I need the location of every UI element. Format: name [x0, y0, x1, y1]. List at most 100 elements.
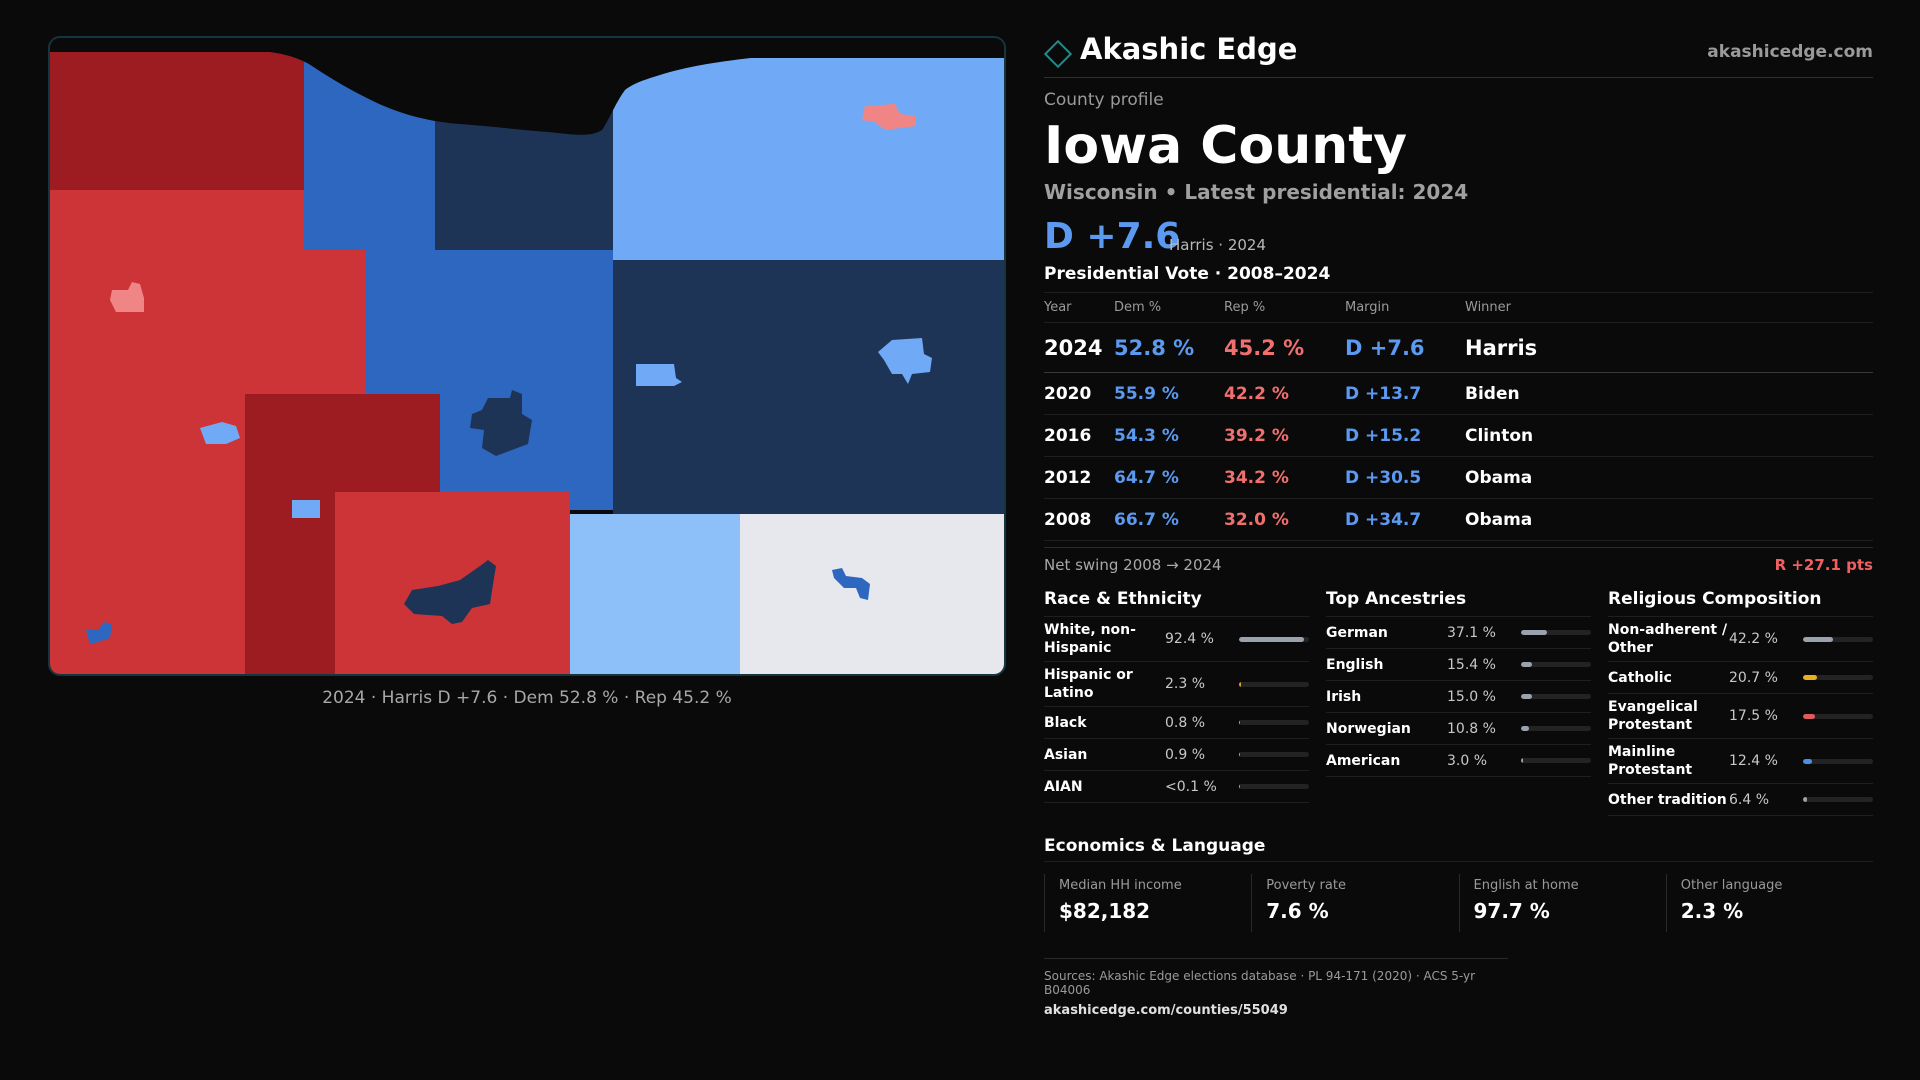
town-sw[interactable] — [86, 622, 112, 644]
town-s-dark[interactable] — [292, 500, 320, 518]
religion-share-fill — [1803, 675, 1818, 680]
race-share-fill — [1239, 720, 1241, 725]
precinct-e-navy-left[interactable] — [613, 260, 740, 514]
county-url-link[interactable]: akashicedge.com/counties/55049 — [1044, 1003, 1288, 1018]
econ-title: Economics & Language — [1044, 832, 1873, 862]
town-dodgeville[interactable] — [470, 390, 532, 456]
econ-grid: Median HH income $82,182 Poverty rate 7.… — [1044, 874, 1873, 932]
race-label: AIAN — [1044, 778, 1083, 795]
econ-cell-income: Median HH income $82,182 — [1044, 874, 1251, 932]
precinct-n-navy[interactable] — [435, 98, 613, 253]
row-dem: 64.7 % — [1114, 456, 1224, 499]
precinct-s-dark[interactable] — [245, 394, 440, 674]
table-row: 2024 52.8 % 45.2 % D +7.6 Harris — [1044, 322, 1873, 373]
map-caption: 2024 · Harris D +7.6 · Dem 52.8 % · Rep … — [322, 688, 732, 708]
town-w-mid[interactable] — [200, 422, 240, 444]
ancestry-share-fill — [1521, 662, 1532, 667]
race-row: Black 0.8 % — [1044, 707, 1309, 739]
col-rep: Rep % — [1224, 292, 1345, 323]
race-label: Asian — [1044, 746, 1088, 763]
race-label: Black — [1044, 714, 1087, 731]
row-rep: 42.2 % — [1224, 372, 1345, 415]
ancestry-share-fill — [1521, 630, 1547, 635]
precinct-e-navy-right[interactable] — [740, 260, 1004, 514]
ancestry-share-fill — [1521, 758, 1524, 763]
religion-row: Mainline Protestant 12.4 % — [1608, 739, 1873, 784]
race-share-fill — [1239, 636, 1304, 642]
col-year: Year — [1044, 292, 1114, 323]
demographics-grid: Race & Ethnicity White, non-Hispanic 92.4… — [1044, 585, 1873, 816]
brand-name[interactable]: Akashic Edge — [1080, 32, 1298, 66]
ancestry-row: American 3.0 % — [1326, 745, 1591, 777]
row-margin: D +13.7 — [1345, 372, 1465, 415]
race-value: 0.9 % — [1165, 746, 1206, 763]
vote-table-header: Year Dem % Rep % Margin Winner — [1044, 292, 1873, 323]
race-row: Asian 0.9 % — [1044, 739, 1309, 771]
precinct-se-pale[interactable] — [570, 514, 740, 674]
ancestry-value: 10.8 % — [1447, 720, 1496, 737]
religion-row: Catholic 20.7 % — [1608, 662, 1873, 694]
race-row: AIAN <0.1 % — [1044, 771, 1309, 803]
margin-note: Harris · 2024 — [1169, 236, 1267, 254]
econ-value: $82,182 — [1059, 899, 1151, 923]
town-ne[interactable] — [862, 104, 916, 130]
ancestry-title: Top Ancestries — [1326, 585, 1591, 617]
ancestry-share-bar — [1521, 662, 1591, 667]
ancestry-section: Top Ancestries German 37.1 % English 15.4 %… — [1326, 585, 1591, 816]
religion-share-fill — [1803, 758, 1812, 764]
religion-row: Evangelical Protestant 17.5 % — [1608, 694, 1873, 739]
row-winner: Obama — [1465, 498, 1873, 541]
town-s-center[interactable] — [404, 560, 496, 624]
row-dem: 52.8 % — [1114, 322, 1224, 373]
precinct-sw[interactable] — [50, 468, 245, 674]
religion-share-bar — [1803, 636, 1873, 642]
diamond-logo-icon — [1043, 39, 1073, 69]
religion-label: Mainline Protestant — [1608, 744, 1693, 778]
race-value: 2.3 % — [1165, 676, 1206, 692]
religion-row: Other tradition 6.4 % — [1608, 784, 1873, 816]
religion-value: 20.7 % — [1729, 669, 1778, 686]
col-winner: Winner — [1465, 292, 1873, 323]
row-margin: D +7.6 — [1345, 322, 1465, 373]
col-margin: Margin — [1345, 292, 1465, 323]
row-winner: Harris — [1465, 322, 1873, 373]
row-year: 2024 — [1044, 322, 1114, 373]
precinct-nw[interactable] — [50, 38, 304, 190]
econ-cell-other-language: Other language 2.3 % — [1665, 874, 1873, 932]
swing-value: R +27.1 pts — [1774, 556, 1873, 574]
race-rows: White, non-Hispanic 92.4 % Hispanic or Lat… — [1044, 617, 1309, 803]
brand-url-link[interactable]: akashicedge.com — [1707, 42, 1873, 62]
ancestry-label: English — [1326, 656, 1384, 673]
row-dem: 54.3 % — [1114, 414, 1224, 457]
sources-footer: Sources: Akashic Edge elections database… — [1044, 958, 1508, 1018]
ancestry-row: Irish 15.0 % — [1326, 681, 1591, 713]
race-value: <0.1 % — [1165, 778, 1217, 795]
race-title: Race & Ethnicity — [1044, 585, 1309, 617]
race-share-fill — [1239, 681, 1241, 687]
row-dem: 66.7 % — [1114, 498, 1224, 541]
county-map[interactable] — [48, 36, 1006, 676]
ancestry-rows: German 37.1 % English 15.4 % Irish 15.0 % Norw… — [1326, 617, 1591, 777]
page-title: Iowa County — [1044, 116, 1407, 176]
religion-label: Other tradition — [1608, 791, 1727, 808]
town-e-right[interactable] — [878, 338, 932, 384]
race-share-fill — [1239, 784, 1241, 789]
row-rep: 34.2 % — [1224, 456, 1345, 499]
swing-label: Net swing 2008 → 2024 — [1044, 556, 1222, 574]
table-row: 2012 64.7 % 34.2 % D +30.5 Obama — [1044, 456, 1873, 499]
town-e-left[interactable] — [636, 364, 682, 386]
race-share-bar — [1239, 636, 1309, 642]
row-rep: 32.0 % — [1224, 498, 1345, 541]
town-w-upper[interactable] — [110, 282, 144, 312]
precinct-ne[interactable] — [613, 58, 1004, 260]
race-share-bar — [1239, 720, 1309, 725]
town-se[interactable] — [832, 568, 870, 600]
precinct-se-neutral[interactable] — [740, 514, 1004, 674]
col-dem: Dem % — [1114, 292, 1224, 323]
ancestry-value: 3.0 % — [1447, 752, 1488, 769]
race-share-bar — [1239, 752, 1309, 757]
margin-value: D +7.6 — [1044, 216, 1181, 257]
race-share-fill — [1239, 752, 1241, 757]
precinct-map-svg — [50, 38, 1004, 674]
ancestry-label: German — [1326, 624, 1388, 641]
